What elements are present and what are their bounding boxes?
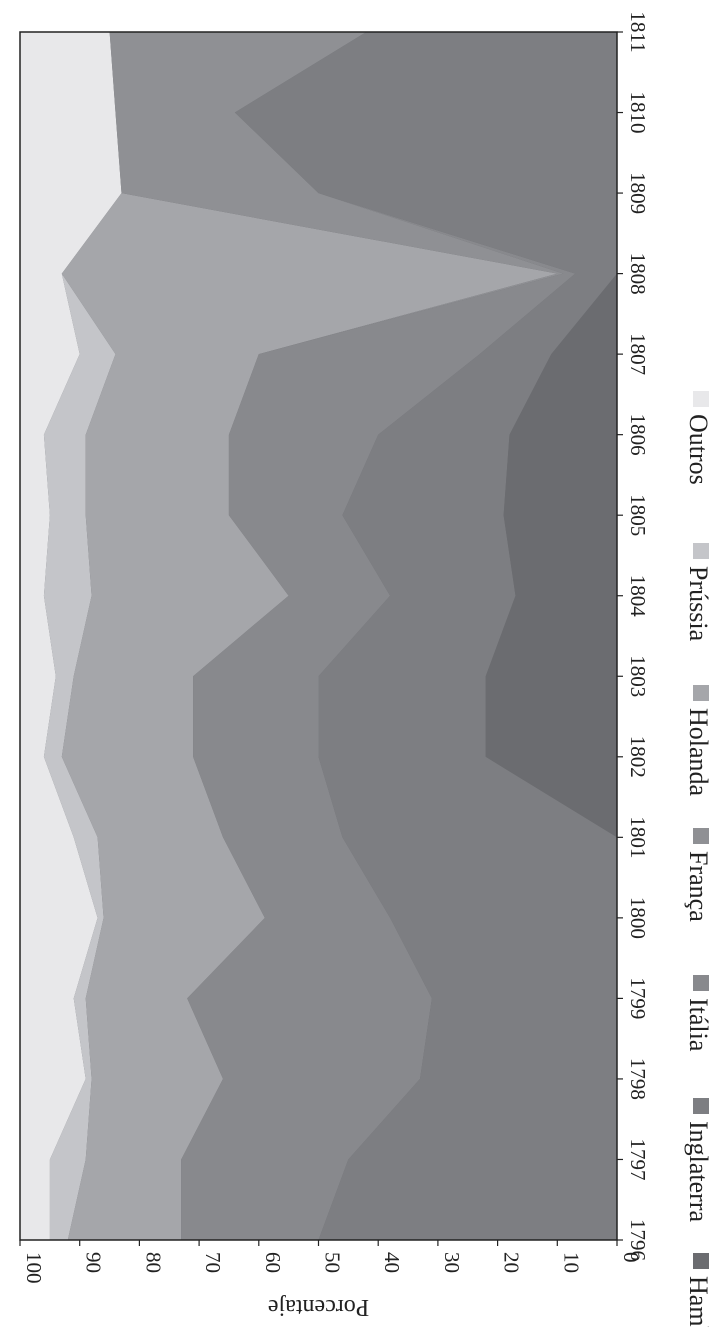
x-tick-label-1802: 1802: [626, 736, 650, 778]
x-tick-label-1811: 1811: [626, 11, 650, 52]
legend-label-italia: Itália: [684, 998, 713, 1052]
x-tick-label-1803: 1803: [626, 655, 650, 697]
area-italia: [181, 32, 576, 1240]
x-tick-label-1810: 1810: [626, 92, 650, 134]
x-tick-label-1797: 1797: [626, 1138, 650, 1180]
area-franca: [109, 32, 564, 1240]
legend-swatch-italia: [693, 975, 709, 991]
legend-swatch-inglaterra: [693, 1098, 709, 1114]
legend-label-hamburgo: Hamburgo: [684, 1276, 713, 1327]
x-tick-label-1808: 1808: [626, 253, 650, 295]
y-tick-label-80: 80: [141, 1252, 165, 1273]
y-tick-label-100: 100: [22, 1252, 46, 1284]
area-hamburgo: [485, 32, 617, 1240]
x-tick-label-1796: 1796: [626, 1219, 650, 1261]
legend-swatch-hamburgo: [693, 1253, 709, 1269]
legend: Hamburgo Inglaterra Itália França Holanda Prú…: [684, 391, 713, 1327]
y-tick-label-30: 30: [440, 1252, 464, 1273]
y-axis: 0 10 20 30 40 50 60 70 80 90 100: [19, 1240, 643, 1284]
legend-label-prussia: Prússia: [684, 566, 713, 642]
area-prussia: [43, 32, 122, 1240]
legend-label-inglaterra: Inglaterra: [684, 1121, 713, 1223]
legend-label-holanda: Holanda: [684, 708, 713, 797]
y-tick-label-0: 0: [619, 1252, 643, 1263]
x-tick-label-1800: 1800: [626, 897, 650, 939]
y-tick-label-20: 20: [500, 1252, 524, 1273]
legend-label-franca: França: [684, 851, 713, 922]
y-tick-label-40: 40: [380, 1252, 404, 1273]
x-tick-label-1801: 1801: [626, 816, 650, 858]
y-axis-label: Porcentaje: [268, 1294, 369, 1320]
x-axis: 1796 1797 1798 1799 1800 1801 1802 1803 1804 1805…: [617, 11, 650, 1261]
plot-area: [19, 31, 618, 1241]
x-tick-label-1805: 1805: [626, 494, 650, 536]
legend-label-outros: Outros: [684, 414, 713, 485]
y-tick-label-60: 60: [261, 1252, 285, 1273]
y-tick-label-50: 50: [321, 1252, 345, 1273]
x-tick-label-1798: 1798: [626, 1058, 650, 1100]
y-tick-label-90: 90: [82, 1252, 106, 1273]
legend-swatch-prussia: [693, 543, 709, 559]
area-outros: [20, 32, 122, 1240]
y-tick-label-70: 70: [201, 1252, 225, 1273]
x-tick-label-1799: 1799: [626, 977, 650, 1019]
x-tick-label-1807: 1807: [626, 333, 650, 375]
x-tick-label-1804: 1804: [626, 575, 650, 618]
area-holanda: [61, 32, 558, 1240]
x-tick-label-1809: 1809: [626, 172, 650, 214]
legend-swatch-holanda: [693, 685, 709, 701]
legend-swatch-outros: [693, 391, 709, 407]
x-tick-label-1806: 1806: [626, 414, 650, 456]
y-tick-label-10: 10: [559, 1252, 583, 1273]
area-inglaterra: [234, 32, 617, 1240]
legend-swatch-franca: [693, 828, 709, 844]
